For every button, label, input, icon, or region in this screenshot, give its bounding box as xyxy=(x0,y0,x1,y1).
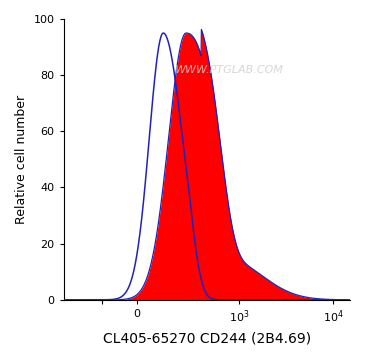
Text: WWW.PTGLAB.COM: WWW.PTGLAB.COM xyxy=(175,64,284,75)
Y-axis label: Relative cell number: Relative cell number xyxy=(15,95,28,224)
X-axis label: CL405-65270 CD244 (2B4.69): CL405-65270 CD244 (2B4.69) xyxy=(103,331,311,345)
